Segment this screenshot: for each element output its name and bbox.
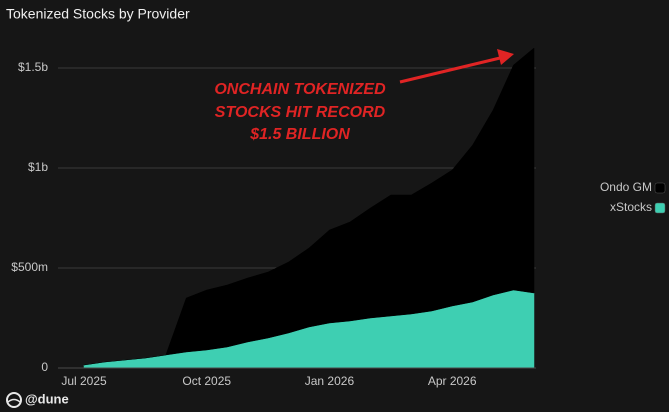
legend-label: Ondo GM	[600, 180, 652, 194]
x-tick-label: Jul 2025	[61, 374, 107, 388]
legend-label: xStocks	[610, 200, 652, 214]
annotation-arrowhead	[497, 49, 514, 65]
y-tick-label: 0	[41, 360, 48, 374]
annotation-text: $1.5 BILLION	[249, 126, 350, 143]
annotation: ONCHAIN TOKENIZED STOCKS HIT RECORD $1.5…	[214, 49, 514, 143]
x-tick-label: Apr 2026	[428, 374, 477, 388]
legend-swatch	[654, 182, 666, 194]
dune-logo	[7, 398, 21, 403]
area	[83, 47, 535, 366]
chart-title: Tokenized Stocks by Provider	[6, 6, 190, 22]
x-tick-label: Oct 2025	[182, 374, 231, 388]
y-tick-label: $500m	[11, 260, 48, 274]
source: @dune	[25, 391, 69, 406]
legend-swatch	[654, 202, 666, 214]
dune-logo	[6, 392, 22, 408]
footer: @dune	[6, 391, 69, 408]
y-tick-label: $1b	[28, 160, 48, 174]
annotation-text: STOCKS HIT RECORD	[215, 104, 386, 121]
annotation-arrow	[399, 56, 501, 84]
x-tick-label: Jan 2026	[305, 374, 355, 388]
annotation-text: ONCHAIN TOKENIZED	[214, 81, 386, 98]
y-tick-label: $1.5b	[18, 60, 48, 74]
plot: 0 $500m $1b $1.5b Jul 2025 Oct 2025 Jan 2026 Ap…	[11, 47, 666, 388]
